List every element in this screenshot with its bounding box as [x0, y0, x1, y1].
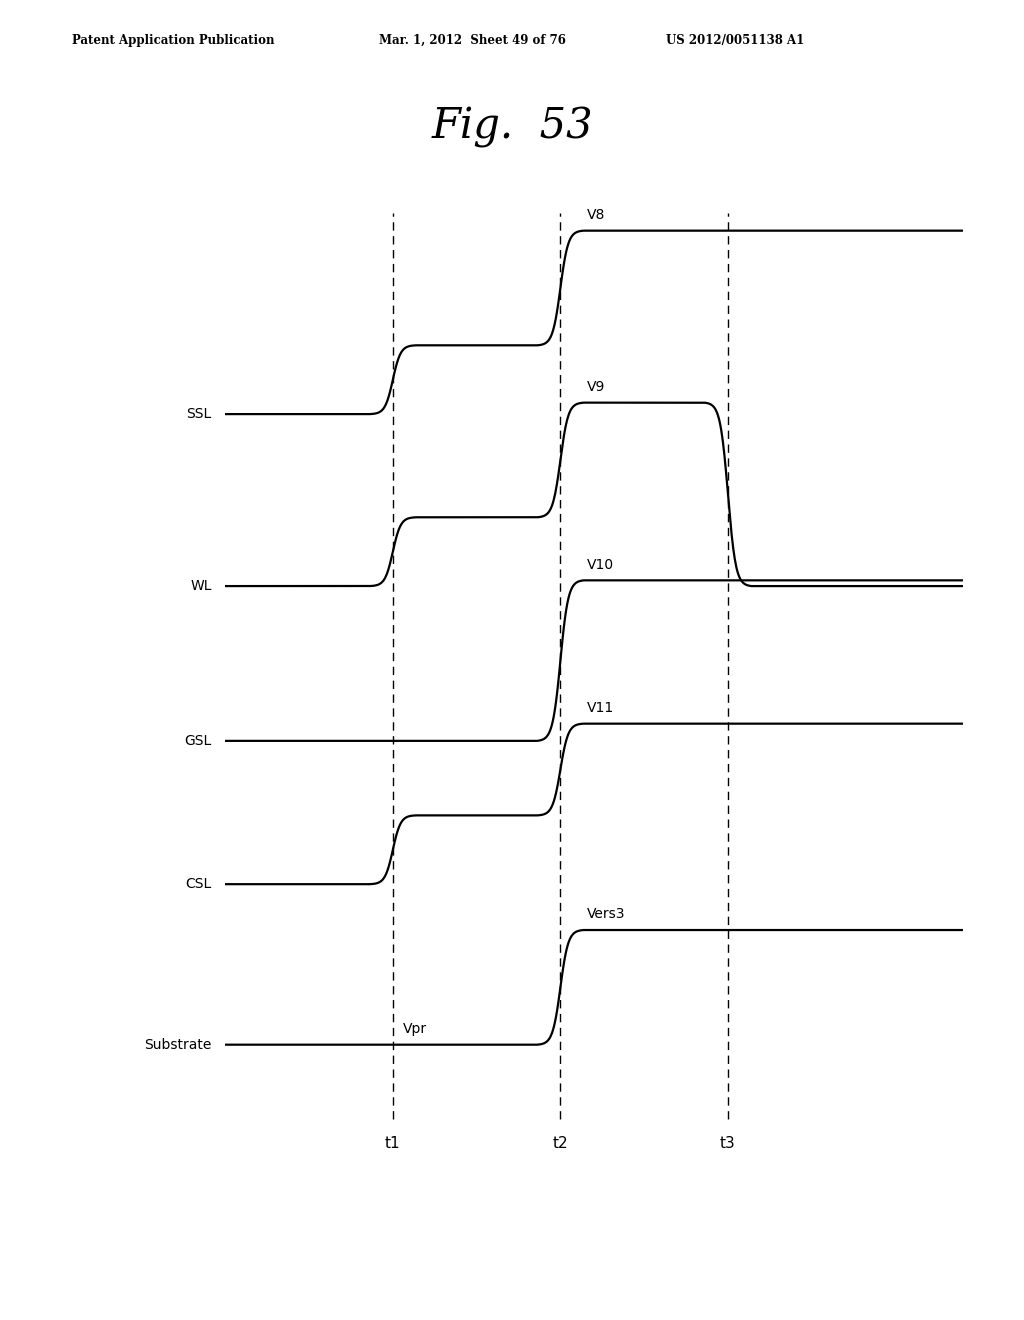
Text: SSL: SSL — [186, 407, 212, 421]
Text: Patent Application Publication: Patent Application Publication — [72, 33, 274, 46]
Text: t2: t2 — [553, 1137, 568, 1151]
Text: V11: V11 — [587, 701, 614, 715]
Text: t1: t1 — [385, 1137, 400, 1151]
Text: WL: WL — [190, 579, 212, 593]
Text: US 2012/0051138 A1: US 2012/0051138 A1 — [666, 33, 804, 46]
Text: Fig.  53: Fig. 53 — [431, 106, 593, 148]
Text: Mar. 1, 2012  Sheet 49 of 76: Mar. 1, 2012 Sheet 49 of 76 — [379, 33, 565, 46]
Text: Vpr: Vpr — [402, 1022, 427, 1036]
Text: Substrate: Substrate — [144, 1038, 212, 1052]
Text: V8: V8 — [587, 209, 605, 222]
Text: V10: V10 — [587, 558, 614, 572]
Text: GSL: GSL — [184, 734, 212, 748]
Text: CSL: CSL — [185, 878, 212, 891]
Text: t3: t3 — [720, 1137, 736, 1151]
Text: Vers3: Vers3 — [587, 907, 626, 921]
Text: V9: V9 — [587, 380, 605, 395]
